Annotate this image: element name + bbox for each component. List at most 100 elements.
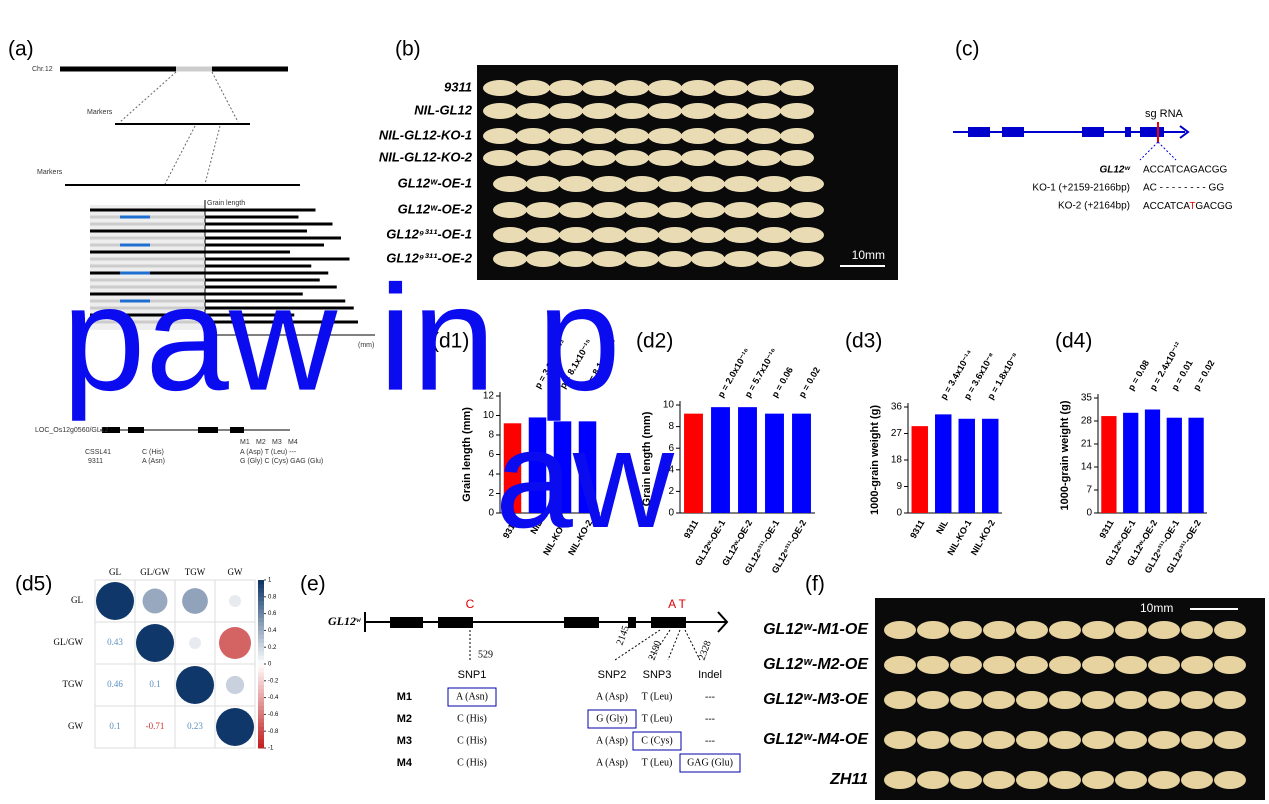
row-label: GL12⁹³¹¹-OE-2 xyxy=(386,250,472,265)
y-tick-label: 0 xyxy=(1086,508,1092,519)
bar xyxy=(711,407,730,513)
label: M3 xyxy=(272,439,282,446)
grain xyxy=(790,227,824,243)
sequence: AC - - - - - - - - GG xyxy=(1143,183,1224,194)
row-label: GL12ʷ-OE-2 xyxy=(398,201,473,216)
colorbar xyxy=(258,743,264,749)
label: G (Gly) C (Cys) GAG (Glu) xyxy=(240,458,323,465)
grain xyxy=(526,202,560,218)
row-label: GL12⁹³¹¹-OE-1 xyxy=(386,226,472,241)
position: 2190 xyxy=(647,639,664,662)
colorbar-label: 0 xyxy=(268,662,272,668)
grain xyxy=(1181,771,1213,789)
panel-label: (d5) xyxy=(15,573,52,596)
row-label: GL12ʷ-M1-OE xyxy=(763,621,869,638)
panel-label: (d3) xyxy=(845,330,882,353)
grain xyxy=(1148,771,1180,789)
highlight xyxy=(447,687,497,707)
colorbar xyxy=(258,672,264,678)
label: M2 xyxy=(256,439,266,446)
grain xyxy=(1016,731,1048,749)
grain xyxy=(1115,731,1147,749)
label: (mm) xyxy=(358,342,374,349)
row-label: NIL-GL12-KO-2 xyxy=(379,149,473,164)
colorbar xyxy=(258,651,264,657)
colorbar-label: 0.4 xyxy=(268,628,277,634)
row-label: GL xyxy=(71,595,83,605)
colorbar xyxy=(258,617,264,623)
y-tick-label: 35 xyxy=(1081,393,1093,404)
colorbar xyxy=(258,680,264,686)
grain xyxy=(950,731,982,749)
label: M1 xyxy=(240,439,250,446)
gene-label: GL12ʷ xyxy=(328,614,362,628)
row-label: GL12ʷ-M3-OE xyxy=(763,691,869,708)
grain xyxy=(950,691,982,709)
bar xyxy=(765,413,784,513)
grain xyxy=(1049,691,1081,709)
grain xyxy=(1214,691,1246,709)
grain xyxy=(615,150,649,166)
scale-label: 10mm xyxy=(1140,601,1173,615)
colorbar-label: -1 xyxy=(268,746,274,752)
grain xyxy=(1181,621,1213,639)
y-tick-label: 0 xyxy=(488,508,494,519)
y-axis-label: Grain length (mm) xyxy=(461,407,473,502)
x-tick-label: 9311 xyxy=(908,518,926,540)
grain xyxy=(648,80,682,96)
cell: C (Cys) xyxy=(641,735,672,746)
grain xyxy=(983,621,1015,639)
grain xyxy=(1148,731,1180,749)
grain xyxy=(747,150,781,166)
grain xyxy=(1181,691,1213,709)
grain xyxy=(790,176,824,192)
bar xyxy=(1101,416,1117,513)
label: A (Asp) T (Leu) --- xyxy=(240,449,297,456)
grain xyxy=(681,103,715,119)
colorbar xyxy=(258,718,264,724)
grain xyxy=(724,202,758,218)
colorbar xyxy=(258,605,264,610)
grain xyxy=(1181,656,1213,674)
colorbar-label: -0.4 xyxy=(268,695,279,701)
y-tick-label: 9 xyxy=(896,481,902,492)
grain xyxy=(724,251,758,267)
cell: --- xyxy=(705,735,715,746)
row-label: GL12ʷ-M2-OE xyxy=(763,656,869,673)
bar xyxy=(958,418,975,513)
grain xyxy=(658,227,692,243)
colorbar xyxy=(258,685,264,690)
y-tick-label: 0 xyxy=(668,508,674,519)
header: Indel xyxy=(698,669,722,681)
grain xyxy=(493,176,527,192)
bar xyxy=(1188,417,1204,513)
bar xyxy=(578,421,597,513)
corr-circle xyxy=(188,636,202,650)
position: 2328 xyxy=(697,639,714,662)
cell: T (Leu) xyxy=(642,713,673,724)
grain xyxy=(483,80,517,96)
grain xyxy=(757,227,791,243)
bar xyxy=(738,407,757,513)
label: Grain length xyxy=(207,200,245,207)
sequence-part: ACCATCA xyxy=(1143,201,1190,212)
grain xyxy=(681,80,715,96)
grain xyxy=(483,128,517,144)
grain xyxy=(714,128,748,144)
grain xyxy=(658,176,692,192)
colorbar xyxy=(258,584,264,589)
y-tick-label: 4 xyxy=(488,469,494,480)
y-tick-label: 6 xyxy=(488,449,494,460)
y-axis-label: 1000-grain weight (g) xyxy=(1059,400,1071,510)
p-value: p = 0.06 xyxy=(770,365,795,399)
header: SNP2 xyxy=(598,669,627,681)
panel-label: (c) xyxy=(955,38,980,61)
grain xyxy=(1016,621,1048,639)
grain xyxy=(516,103,550,119)
grain xyxy=(559,176,593,192)
colorbar xyxy=(258,647,264,652)
y-tick-label: 8 xyxy=(668,421,674,432)
row-label: M2 xyxy=(397,713,412,725)
grain xyxy=(648,150,682,166)
corr-circle xyxy=(96,582,134,620)
